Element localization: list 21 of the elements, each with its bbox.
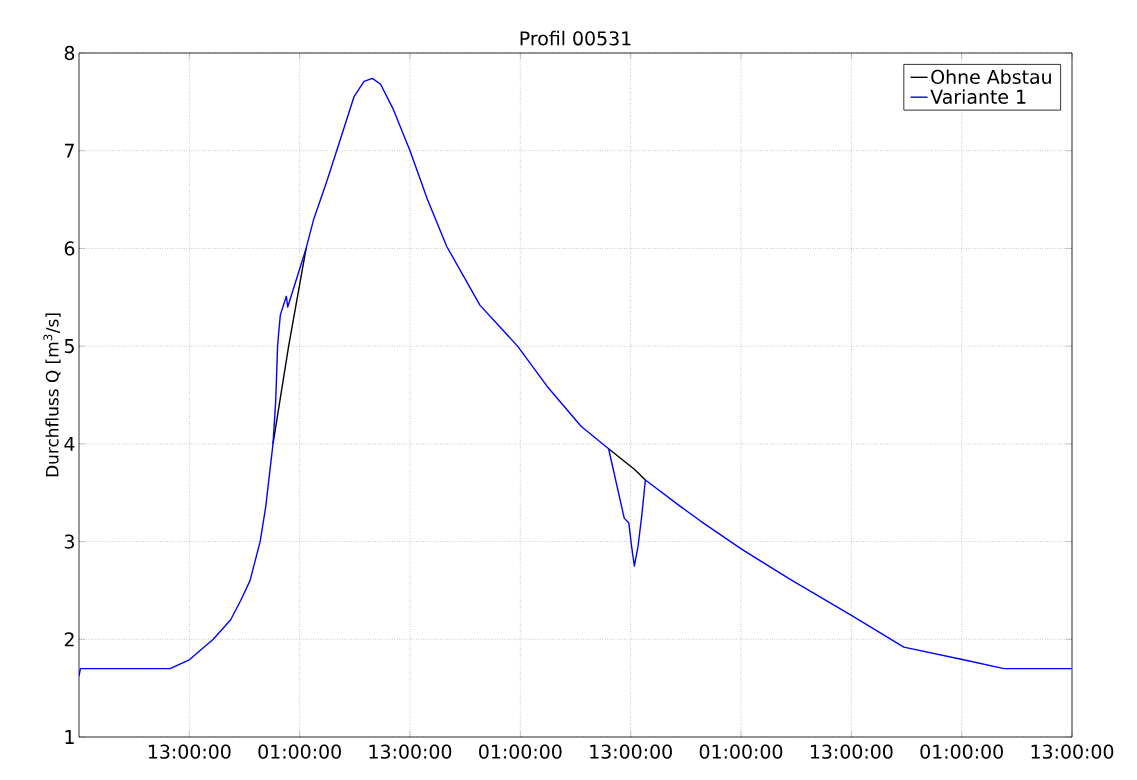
y-tick-label: 8 [64, 45, 75, 61]
x-tick-label: 13:00:00 [148, 744, 231, 759]
y-tick-label: 2 [64, 632, 74, 647]
x-tick-label: 01:00:00 [258, 744, 341, 759]
x-tick-label: 13:00:00 [369, 744, 452, 759]
y-tick-label: 1 [65, 730, 74, 744]
chart-title: Profil 00531 [520, 30, 631, 46]
y-tick-label: 3 [64, 534, 74, 549]
x-tick-label: 01:00:00 [699, 744, 783, 759]
x-tick-label: 13:00:00 [590, 744, 672, 759]
y-tick-label: 5 [64, 339, 74, 354]
y-axis-title: Durchfluss Q [m$^{3}$/s] [43, 313, 61, 477]
x-tick-label: 13:00:00 [810, 744, 893, 759]
y-tick-label: 6 [64, 241, 75, 256]
x-tick-label: 01:00:00 [479, 744, 562, 759]
legend-label: Ohne Abstau [931, 69, 1051, 85]
x-tick-label: 01:00:00 [920, 744, 1003, 759]
y-tick-label: 4 [64, 436, 75, 451]
y-tick-label: 7 [64, 143, 74, 158]
x-tick-label: 13:00:00 [1031, 744, 1114, 759]
legend-label: Variante 1 [930, 89, 1026, 104]
